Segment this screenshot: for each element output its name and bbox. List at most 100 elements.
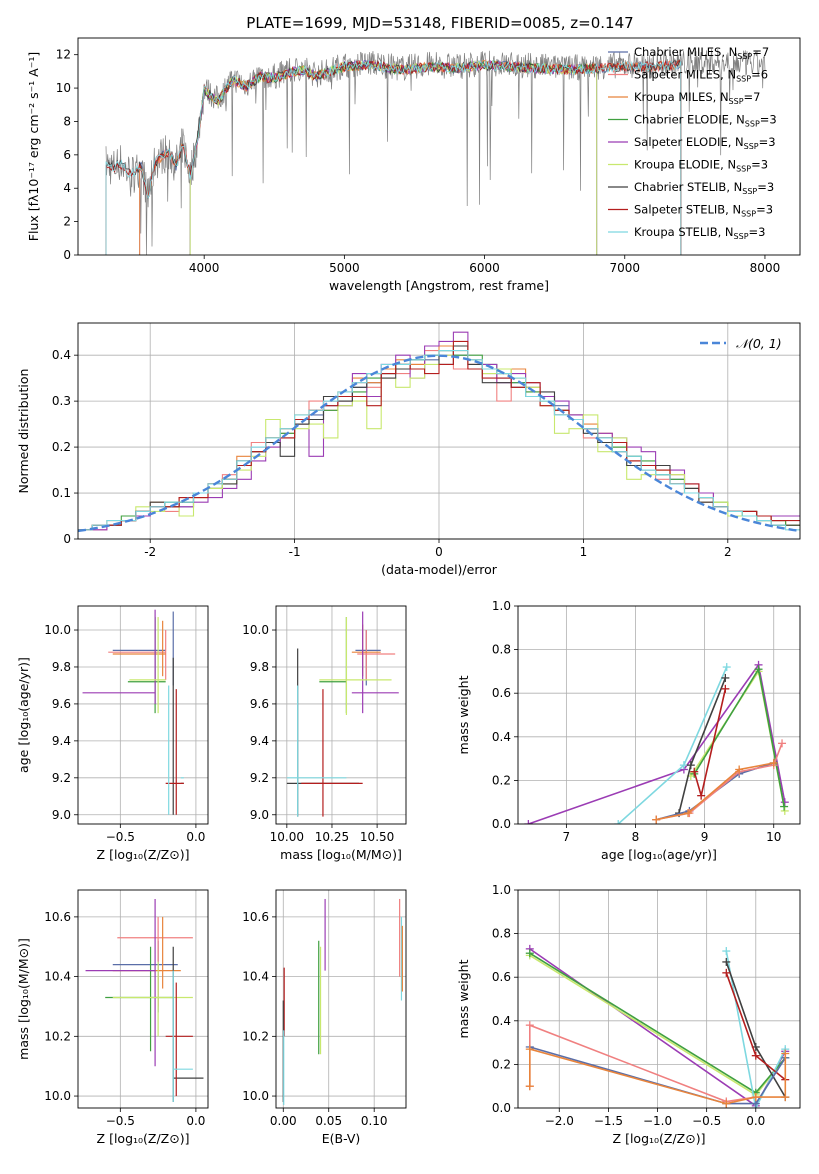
y-tick-label: 0.6	[492, 686, 511, 700]
y-tick-label: 0.0	[492, 817, 511, 831]
weight-line	[529, 1046, 786, 1105]
y-tick-label: 9.6	[250, 697, 269, 711]
legend-label: Kroupa ELODIE, NSSP=3	[634, 158, 768, 174]
chart-weight_vs_Z: −2.0 −1.5 −1.0 −0.5 0.0 0.0 0.2 0.4 0.6 0.8 1.0 Z […	[456, 883, 801, 1146]
legend-label-sub: SSP	[736, 75, 751, 84]
x-tick-label: 2	[724, 545, 732, 559]
x-axis-label: Z [log₁₀(Z/Z⊙)]	[613, 1131, 706, 1146]
chart-weight_vs_age: 7 8 9 10 0.0 0.2 0.4 0.6 0.8 1.0 age [log₁₀(age/yr…	[456, 599, 801, 862]
y-tick-label: 9.4	[52, 734, 71, 748]
legend-label-sub: SSP	[729, 97, 744, 106]
x-tick-label: 4000	[189, 261, 220, 275]
y-tick-label: 0	[63, 248, 71, 262]
x-tick-label: 0	[435, 545, 443, 559]
legend-label-sub: SSP	[745, 120, 760, 129]
y-tick-label: 0.4	[52, 348, 71, 362]
x-tick-label: 0.0	[186, 830, 205, 844]
plot-area	[525, 944, 790, 1108]
y-tick-label: 10.4	[44, 970, 71, 984]
x-axis-label: Z [log₁₀(Z/Z⊙)]	[97, 847, 190, 862]
x-tick-label: 9	[701, 830, 709, 844]
x-tick-label: −2.0	[545, 1114, 574, 1128]
axes-frame	[77, 605, 209, 825]
y-tick-label: 12	[56, 48, 71, 62]
plot-area	[78, 331, 800, 533]
chart-mass_vs_EBV: 0.00 0.05 0.10 10.0 10.2 10.4 10.6 E(B-V)	[242, 889, 407, 1146]
axes-frame	[517, 605, 801, 825]
chart-age_vs_Z: −0.5 0.0 9.0 9.2 9.4 9.6 9.8 10.0 Z [log₁₀(Z/Z⊙)…	[16, 605, 209, 862]
legend-label-sub: SSP	[741, 210, 756, 219]
x-tick-label: 8	[632, 830, 640, 844]
plot-area	[82, 609, 184, 815]
y-tick-label: 10.2	[44, 1029, 71, 1043]
chart-spectrum: 4000 5000 6000 7000 8000 0 2 4 6 8 10 12 Chabrier MI…	[26, 37, 801, 293]
legend-label-sub: SSP	[734, 232, 749, 241]
y-tick-label: 0.2	[52, 440, 71, 454]
x-tick-label: 6000	[469, 261, 500, 275]
legend-label-text: Chabrier ELODIE, N	[634, 113, 745, 127]
legend-label-sub: SSP	[742, 187, 757, 196]
x-tick-label: 10.25	[315, 830, 349, 844]
y-axis-label: mass weight	[456, 675, 471, 754]
legend-label-text: Chabrier STELIB, N	[634, 180, 742, 194]
legend-label-value: =6	[751, 68, 768, 82]
axes-frame	[517, 889, 801, 1109]
x-tick-label: 0.10	[361, 1114, 388, 1128]
y-tick-label: 0.3	[52, 394, 71, 408]
legend-label-value: =3	[757, 180, 774, 194]
legend-label-value: =7	[752, 45, 769, 59]
plot-area	[286, 611, 399, 817]
y-tick-label: 9.4	[250, 734, 269, 748]
y-tick-label: 0.4	[492, 730, 511, 744]
x-tick-label: 10.50	[360, 830, 394, 844]
chart-residuals: -2 -1 0 1 2 0 0.1 0.2 0.3 0.4 𝒩(0, 1) (data-model)/…	[16, 322, 801, 577]
x-axis-label: wavelength [Angstrom, rest frame]	[329, 278, 549, 293]
weight-line	[528, 662, 786, 824]
weight-line	[529, 1048, 787, 1105]
y-tick-label: 10.0	[44, 1089, 71, 1103]
axes-frame	[77, 322, 801, 540]
legend-label-text: Kroupa ELODIE, N	[634, 158, 736, 172]
x-tick-label: 0.05	[315, 1114, 342, 1128]
axes-frame	[77, 889, 209, 1109]
y-tick-label: 9.8	[250, 660, 269, 674]
x-axis-label: age [log₁₀(age/yr)]	[601, 847, 717, 862]
y-tick-label: 9.6	[52, 697, 71, 711]
y-tick-label: 8	[63, 114, 71, 128]
legend-label-sub: SSP	[744, 142, 759, 151]
plot-area	[524, 660, 789, 824]
legend-label: Salpeter ELODIE, NSSP=3	[634, 135, 776, 151]
legend-label-text: Kroupa STELIB, N	[634, 225, 734, 239]
legend-label-text: Salpeter MILES, N	[634, 68, 736, 82]
y-tick-label: 0.2	[492, 1057, 511, 1071]
x-axis-label: mass [log₁₀(M/M⊙)]	[280, 847, 402, 862]
x-tick-label: 0.0	[186, 1114, 205, 1128]
weight-line	[656, 762, 774, 821]
legend-label-value: =3	[756, 203, 773, 217]
model-spectrum-line	[105, 59, 682, 255]
figure-title: PLATE=1699, MJD=53148, FIBERID=0085, z=0…	[246, 14, 633, 32]
histogram-step	[78, 350, 800, 531]
y-axis-label: age [log₁₀(age/yr)]	[16, 657, 31, 773]
y-tick-label: 10.2	[242, 1029, 269, 1043]
x-axis-label: (data-model)/error	[381, 562, 498, 577]
y-axis-label: mass weight	[456, 959, 471, 1038]
x-tick-label: 1	[580, 545, 588, 559]
legend-label: Chabrier ELODIE, NSSP=3	[634, 113, 777, 129]
y-tick-label: 0.8	[492, 927, 511, 941]
x-tick-label: 0.0	[746, 1114, 765, 1128]
plot-area	[282, 898, 403, 1106]
legend-label: Chabrier STELIB, NSSP=3	[634, 180, 774, 196]
y-tick-label: 0.0	[492, 1101, 511, 1115]
y-tick-label: 4	[63, 181, 71, 195]
y-axis-label: Flux [fλ10⁻¹⁷ erg cm⁻² s⁻¹ A⁻¹]	[26, 52, 41, 241]
y-tick-label: 10.6	[242, 910, 269, 924]
legend-label: Kroupa MILES, NSSP=7	[634, 90, 760, 106]
legend-label-sub: SSP	[736, 165, 751, 174]
axes-frame	[275, 889, 407, 1109]
y-tick-label: 9.8	[52, 660, 71, 674]
x-tick-label: −0.5	[106, 830, 135, 844]
